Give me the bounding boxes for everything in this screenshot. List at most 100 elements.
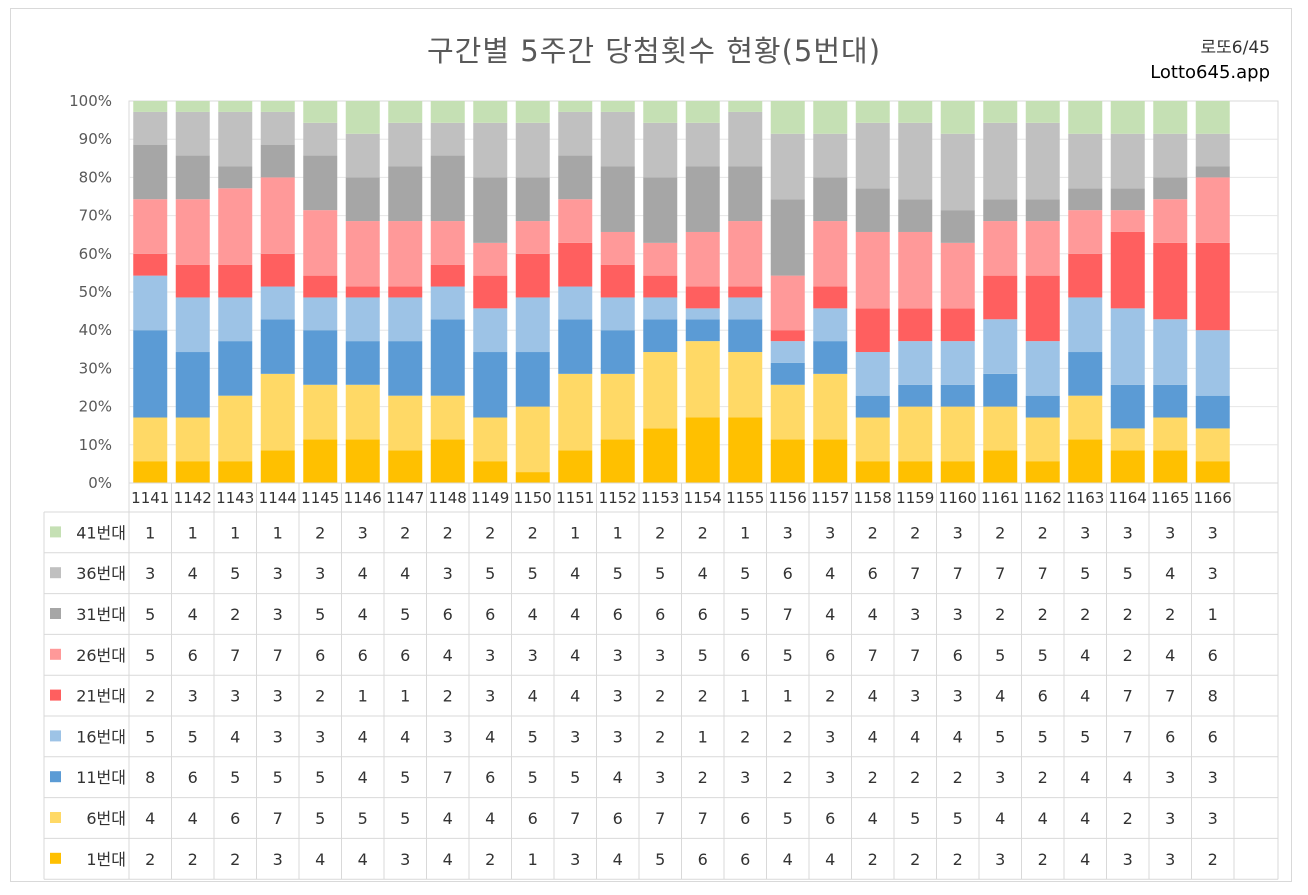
data-label: 2: [995, 523, 1005, 542]
data-label: 1: [740, 687, 750, 706]
data-label: 4: [443, 850, 453, 869]
bar-segment: [558, 242, 593, 287]
data-label: 5: [783, 646, 793, 665]
data-label: 2: [655, 523, 665, 542]
bar-segment: [643, 428, 678, 483]
data-label: 2: [145, 687, 155, 706]
x-tick-label: 1149: [471, 489, 509, 507]
data-label: 5: [315, 809, 325, 828]
bar-segment: [260, 373, 295, 451]
x-tick-label: 1143: [216, 489, 254, 507]
bar-segment: [1068, 188, 1103, 211]
data-label: 4: [995, 687, 1005, 706]
data-label: 5: [528, 768, 538, 787]
data-label: 2: [1123, 809, 1133, 828]
bar-segment: [983, 406, 1018, 451]
data-label: 4: [825, 605, 835, 624]
bar-segment: [1195, 242, 1230, 331]
bar-segment: [430, 101, 465, 123]
bar-segment: [218, 264, 253, 298]
bar-segment: [855, 395, 890, 418]
legend-label: 31번대: [76, 605, 126, 624]
data-label: 5: [273, 768, 283, 787]
data-label: 3: [273, 727, 283, 746]
data-label: 3: [953, 687, 963, 706]
data-label: 1: [145, 523, 155, 542]
bar-segment: [303, 297, 338, 331]
data-label: 2: [443, 523, 453, 542]
data-label: 4: [400, 564, 410, 583]
bar-segment: [983, 101, 1018, 123]
bar-segment: [388, 101, 423, 123]
bar-segment: [1195, 461, 1230, 483]
bar-segment: [1153, 384, 1188, 418]
bar-segment: [898, 341, 933, 385]
bar-segment: [133, 199, 168, 254]
data-label: 4: [825, 564, 835, 583]
legend-key: [50, 567, 61, 579]
bar-segment: [855, 461, 890, 483]
bar-segment: [175, 264, 210, 298]
bar-segment: [473, 177, 508, 243]
data-label: 3: [953, 523, 963, 542]
data-label: 1: [1208, 605, 1218, 624]
bar-segment: [643, 275, 678, 298]
data-label: 4: [1080, 850, 1090, 869]
data-label: 2: [868, 850, 878, 869]
data-label: 3: [1208, 768, 1218, 787]
x-tick-label: 1145: [301, 489, 339, 507]
data-label: 1: [783, 687, 793, 706]
bar-segment: [515, 122, 550, 178]
data-label: 2: [825, 687, 835, 706]
bar-segment: [303, 439, 338, 483]
bar-segment: [218, 188, 253, 265]
bar-segment: [770, 341, 805, 363]
data-label: 4: [868, 605, 878, 624]
legend-label: 41번대: [76, 523, 126, 542]
bar-segment: [1195, 166, 1230, 178]
data-label: 4: [145, 809, 155, 828]
data-label: 5: [740, 605, 750, 624]
bar-segment: [1068, 210, 1103, 254]
bar-segment: [345, 133, 380, 178]
y-tick-label: 20%: [79, 398, 112, 416]
data-label: 6: [698, 850, 708, 869]
data-label: 3: [613, 646, 623, 665]
data-label: 4: [570, 605, 580, 624]
data-label: 6: [740, 850, 750, 869]
data-label: 7: [1123, 687, 1133, 706]
bar-segment: [430, 155, 465, 222]
bar-segment: [643, 242, 678, 276]
data-label: 3: [1165, 850, 1175, 869]
data-label: 1: [273, 523, 283, 542]
data-label: 7: [273, 809, 283, 828]
data-label: 3: [825, 768, 835, 787]
x-tick-label: 1157: [811, 489, 849, 507]
bar-segment: [770, 101, 805, 134]
data-label: 5: [485, 564, 495, 583]
bar-segment: [558, 199, 593, 243]
x-tick-label: 1159: [896, 489, 934, 507]
y-tick-label: 50%: [79, 283, 112, 301]
data-label: 2: [783, 727, 793, 746]
data-label: 7: [570, 809, 580, 828]
data-label: 6: [188, 768, 198, 787]
bar-segment: [1153, 177, 1188, 200]
bar-segment: [813, 439, 848, 483]
data-label: 2: [655, 727, 665, 746]
bar-segment: [1110, 428, 1145, 451]
bar-segment: [1068, 133, 1103, 189]
data-label: 2: [868, 523, 878, 542]
bar-segment: [1025, 221, 1060, 276]
bar-segment: [345, 286, 380, 298]
legend-key: [50, 608, 61, 619]
bar-segment: [898, 308, 933, 342]
bar-segment: [473, 275, 508, 309]
x-tick-label: 1156: [769, 489, 807, 507]
data-label: 4: [995, 809, 1005, 828]
bar-segment: [1068, 253, 1103, 298]
bar-segment: [473, 242, 508, 276]
x-tick-label: 1155: [726, 489, 764, 507]
data-label: 3: [1165, 809, 1175, 828]
bar-segment: [388, 450, 423, 483]
